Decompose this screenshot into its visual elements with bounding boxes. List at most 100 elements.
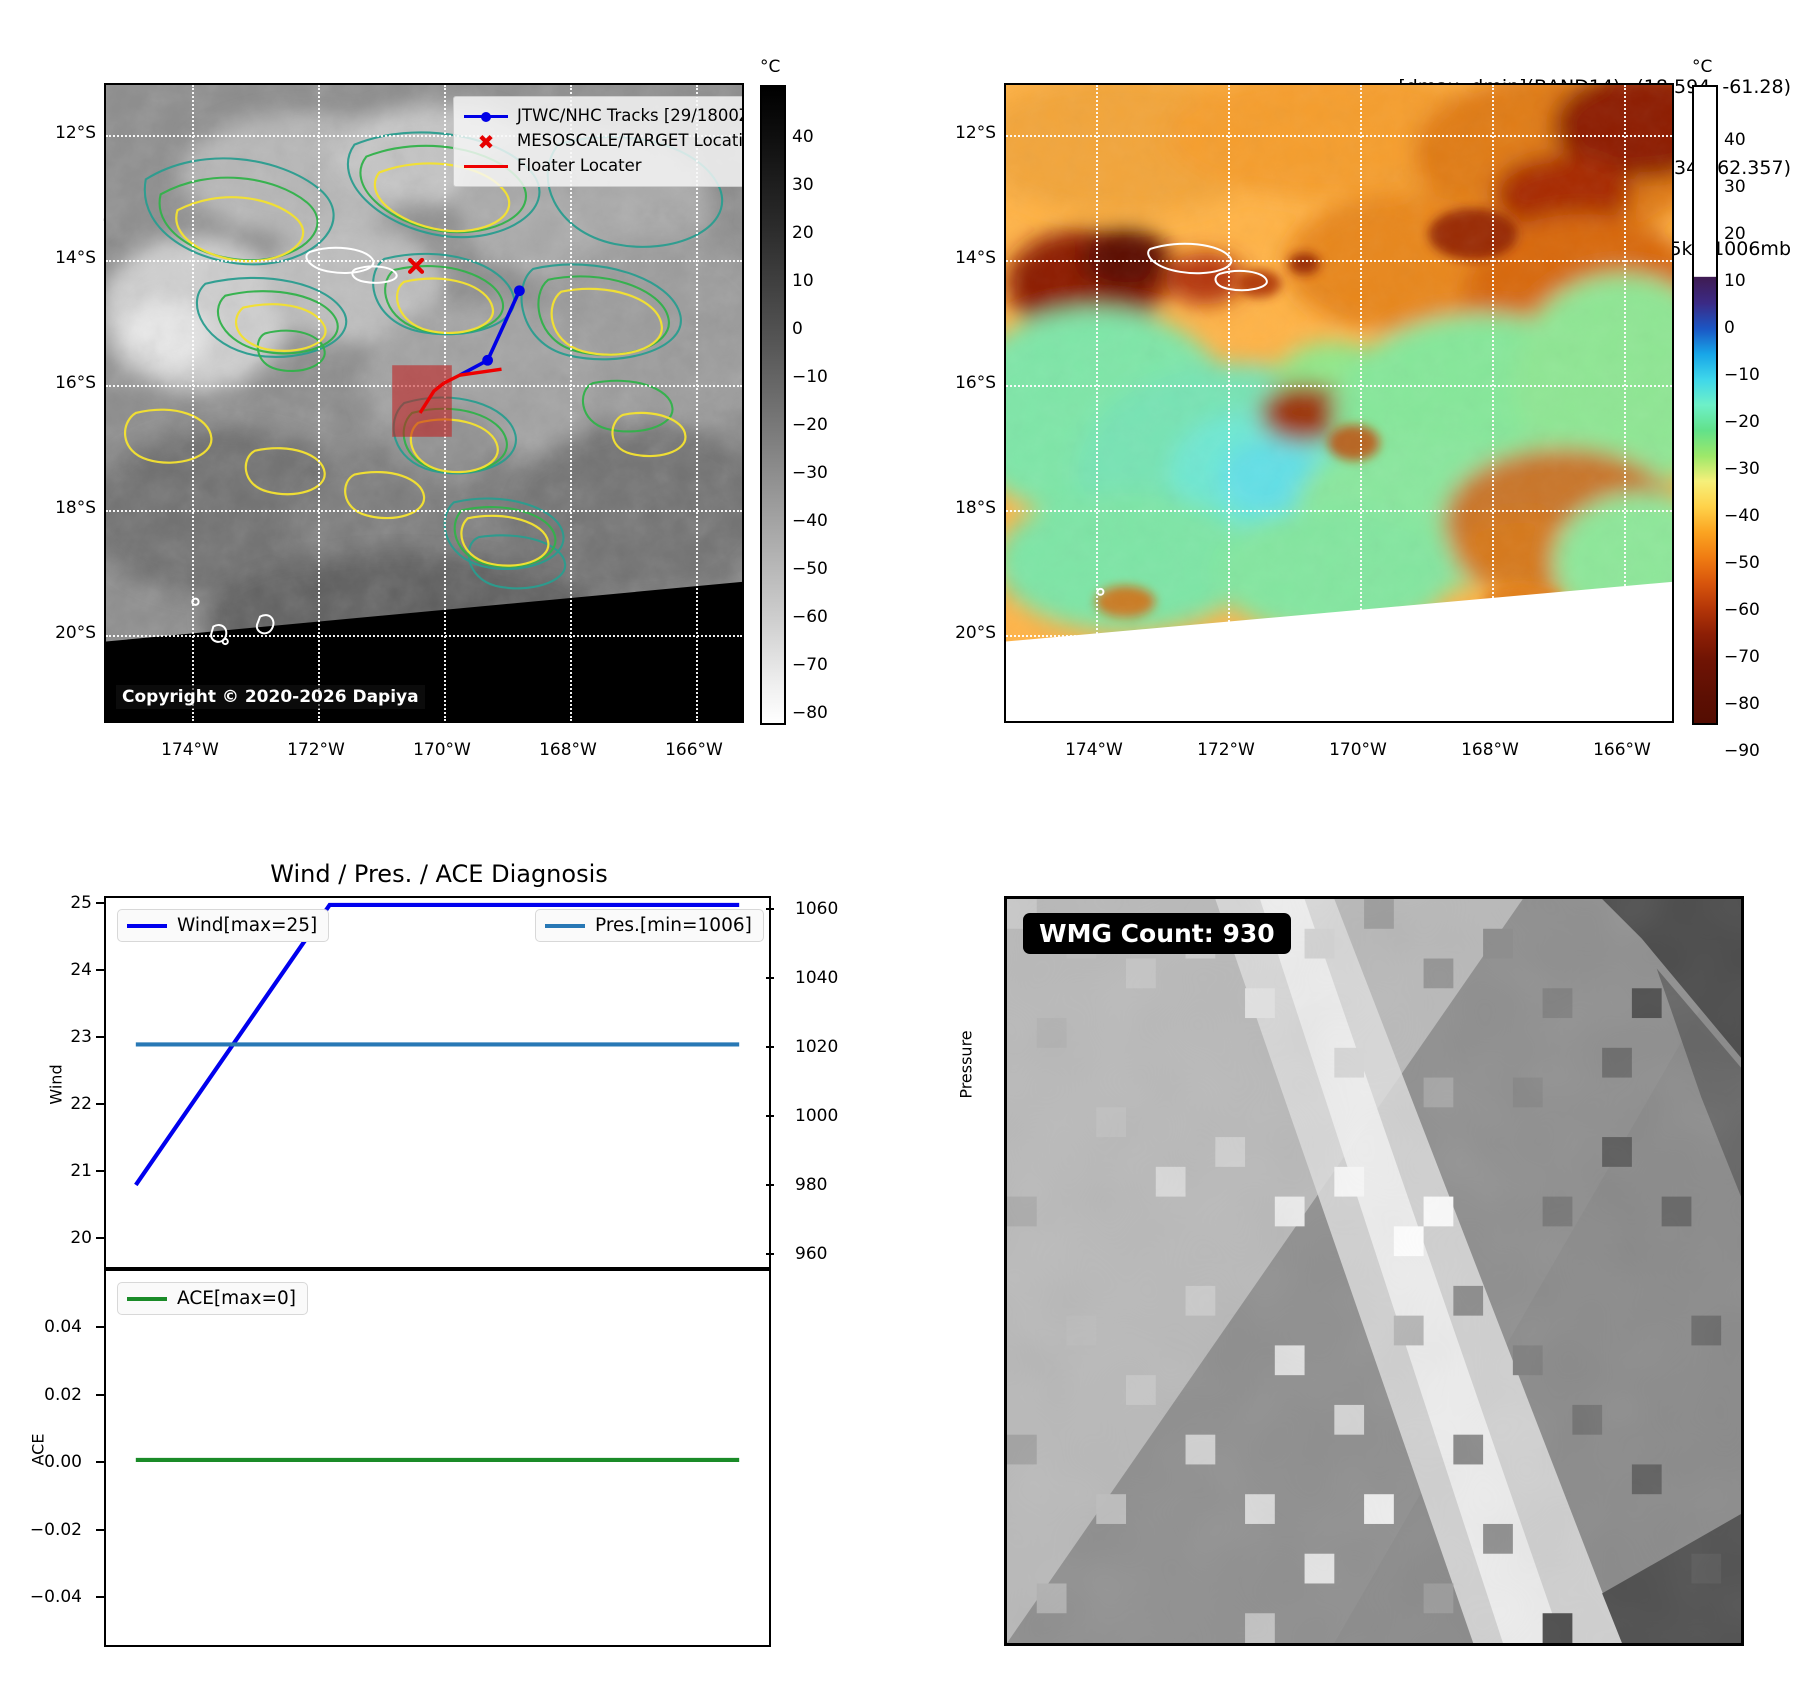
cbr-tick-40: 40: [1724, 130, 1746, 150]
wind-line: [134, 902, 740, 1187]
pressure-legend-label: Pres.[min=1006]: [595, 915, 752, 936]
pressure-axis-label: Pressure: [956, 1030, 976, 1099]
right-lat-tick-20s: 20°S: [955, 623, 996, 643]
cbl-tick-10: 10: [792, 271, 814, 291]
cbl-tick-m60: −60: [792, 607, 828, 627]
ace-series: [135, 1457, 740, 1463]
floater-locater-line: [443, 367, 502, 385]
left-lat-tick-14s: 14°S: [55, 248, 96, 268]
cbl-tick-m50: −50: [792, 559, 828, 579]
red-line-icon: [462, 160, 510, 174]
cbr-tick-m30: −30: [1724, 459, 1760, 479]
right-lon-tick-168w: 168°W: [1461, 740, 1519, 760]
right-lon-tick-172w: 172°W: [1197, 740, 1255, 760]
diagnosis-title: Wind / Pres. / ACE Diagnosis: [270, 860, 608, 888]
legend-label-tracks: JTWC/NHC Tracks [29/1800Z]: [517, 106, 744, 126]
left-lon-tick-168w: 168°W: [539, 740, 597, 760]
colorbar-right-unit: °C: [1692, 57, 1713, 77]
wind-tick-24: 24: [70, 960, 92, 980]
cbr-tick-m20: −20: [1724, 412, 1760, 432]
track-line-icon: [462, 110, 510, 124]
ace-color-swatch: [127, 1296, 167, 1301]
right-lon-tick-174w: 174°W: [1065, 740, 1123, 760]
cbr-tick-m70: −70: [1724, 647, 1760, 667]
awv-colorbar[interactable]: °C 40 30 20 10 0 −10 −20 −30 −40 −50 −60…: [1692, 57, 1760, 761]
legend-label-floater: Floater Locater: [517, 156, 642, 176]
wind-tick-23: 23: [70, 1027, 92, 1047]
wind-legend-label: Wind[max=25]: [177, 915, 318, 936]
left-lat-tick-20s: 20°S: [55, 623, 96, 643]
red-x-icon: ✖: [477, 129, 495, 154]
pressure-legend[interactable]: Pres.[min=1006]: [535, 909, 764, 942]
pres-tick-1060: 1060: [795, 899, 839, 919]
ace-plot[interactable]: [104, 1269, 771, 1647]
pres-tick-980: 980: [795, 1175, 828, 1195]
ace-legend[interactable]: ACE[max=0]: [117, 1282, 308, 1315]
cbr-tick-m10: −10: [1724, 365, 1760, 385]
wind-pressure-plot[interactable]: [104, 896, 771, 1269]
right-lat-tick-16s: 16°S: [955, 373, 996, 393]
storm-track-overlay[interactable]: [106, 85, 742, 721]
left-lat-tick-12s: 12°S: [55, 123, 96, 143]
wmg-cloud-mask-panel[interactable]: WMG Count: 930: [1004, 896, 1744, 1646]
cbr-tick-0: 0: [1724, 318, 1735, 338]
legend-item-target[interactable]: ✖ MESOSCALE/TARGET Location: [462, 129, 744, 154]
cbr-tick-m40: −40: [1724, 506, 1760, 526]
wind-tick-25: 25: [70, 893, 92, 913]
map-legend: JTWC/NHC Tracks [29/1800Z] ✖ MESOSCALE/T…: [453, 96, 744, 187]
cbl-tick-30: 30: [792, 175, 814, 195]
cbl-tick-m20: −20: [792, 415, 828, 435]
colorbar-left-gradient: [760, 85, 786, 725]
wind-tick-21: 21: [70, 1161, 92, 1181]
legend-label-target: MESOSCALE/TARGET Location: [517, 131, 744, 151]
pres-tick-1020: 1020: [795, 1037, 839, 1057]
cbl-tick-m80: −80: [792, 703, 828, 723]
pres-tick-960: 960: [795, 1244, 828, 1264]
legend-item-floater[interactable]: Floater Locater: [462, 154, 742, 179]
cbl-tick-40: 40: [792, 127, 814, 147]
ace-legend-label: ACE[max=0]: [177, 1288, 296, 1309]
right-lat-tick-14s: 14°S: [955, 248, 996, 268]
band14-colorbar[interactable]: °C 40 30 20 10 0 −10 −20 −30 −40 −50 −60…: [760, 57, 828, 725]
ace-tick-m002: −0.02: [29, 1520, 82, 1540]
wind-tick-22: 22: [70, 1094, 92, 1114]
pres-tick-1040: 1040: [795, 968, 839, 988]
left-lat-tick-18s: 18°S: [55, 498, 96, 518]
cbr-tick-10: 10: [1724, 271, 1746, 291]
legend-item-tracks[interactable]: JTWC/NHC Tracks [29/1800Z]: [462, 104, 744, 129]
floater-box: [392, 365, 452, 437]
awv-color-enhanced-map[interactable]: [1004, 83, 1674, 723]
right-lat-tick-12s: 12°S: [955, 123, 996, 143]
jtwc-track-line: [485, 289, 522, 362]
pressure-color-swatch: [545, 923, 585, 928]
cbr-tick-20: 20: [1724, 224, 1746, 244]
right-lon-tick-170w: 170°W: [1329, 740, 1387, 760]
cbr-tick-m60: −60: [1724, 600, 1760, 620]
wind-color-swatch: [127, 923, 167, 928]
ace-tick-002: 0.02: [44, 1385, 82, 1405]
ace-tick-004: 0.04: [44, 1317, 82, 1337]
cbl-tick-20: 20: [792, 223, 814, 243]
left-lon-tick-172w: 172°W: [287, 740, 345, 760]
cbl-tick-m70: −70: [792, 655, 828, 675]
ace-axis-label: ACE: [28, 1433, 48, 1466]
band14-grayscale-map[interactable]: JTWC/NHC Tracks [29/1800Z] ✖ MESOSCALE/T…: [104, 83, 744, 723]
colorbar-left-unit: °C: [760, 57, 781, 77]
right-lat-tick-18s: 18°S: [955, 498, 996, 518]
wind-legend[interactable]: Wind[max=25]: [117, 909, 330, 942]
track-point: [482, 354, 493, 366]
target-x-marker: [408, 257, 425, 274]
cbl-tick-m30: −30: [792, 463, 828, 483]
track-point: [514, 285, 525, 297]
wmg-count-badge: WMG Count: 930: [1023, 913, 1291, 954]
left-lon-tick-174w: 174°W: [161, 740, 219, 760]
wmg-pixel-mosaic: [1007, 899, 1741, 1643]
right-lon-tick-166w: 166°W: [1593, 740, 1651, 760]
cbl-tick-m10: −10: [792, 367, 828, 387]
copyright-notice: Copyright © 2020-2026 Dapiya: [116, 685, 425, 709]
pres-tick-1000: 1000: [795, 1106, 839, 1126]
ace-tick-m004: −0.04: [29, 1587, 82, 1607]
wind-pressure-series: [134, 902, 740, 1187]
colorbar-right-gradient: [1692, 85, 1718, 725]
left-lat-tick-16s: 16°S: [55, 373, 96, 393]
